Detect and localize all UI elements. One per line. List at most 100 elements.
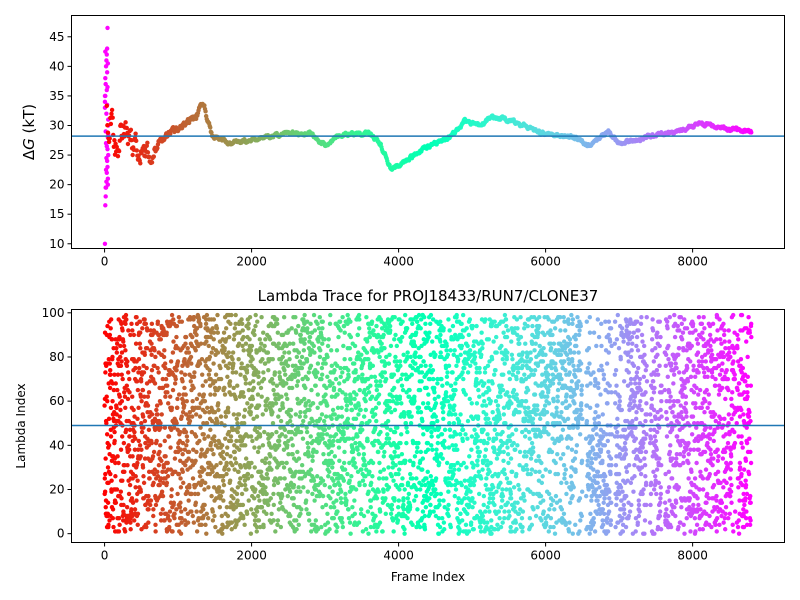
lambda-point [305, 326, 310, 331]
lambda-point [123, 405, 128, 410]
lambda-point [373, 513, 378, 519]
lambda-point [540, 474, 545, 479]
lambda-point [400, 476, 405, 481]
lambda-point [138, 454, 143, 459]
lambda-point [472, 478, 477, 483]
lambda-point [109, 478, 114, 483]
lambda-point [135, 460, 140, 466]
lambda-point [399, 451, 405, 457]
lambda-point [276, 341, 281, 346]
lambda-point [153, 529, 158, 534]
lambda-point [110, 516, 116, 521]
lambda-point [274, 317, 280, 322]
delta-g-x-tick-label: 2000 [236, 255, 267, 269]
lambda-point [535, 504, 540, 510]
lambda-point [331, 438, 336, 444]
lambda-point [389, 502, 395, 508]
lambda-point [205, 405, 210, 410]
lambda-point [381, 489, 386, 494]
lambda-point [477, 365, 482, 371]
lambda-point [235, 485, 241, 490]
lambda-point [127, 434, 133, 439]
lambda-point [513, 447, 518, 452]
lambda-point [386, 361, 392, 366]
lambda-point [506, 370, 512, 375]
lambda-point [459, 343, 465, 349]
lambda-point [107, 332, 113, 338]
lambda-point [469, 434, 475, 439]
delta-g-point [116, 148, 122, 154]
lambda-point [369, 394, 375, 399]
lambda-point [382, 370, 388, 375]
lambda-point [210, 509, 215, 514]
lambda-point [156, 463, 162, 468]
lambda-point [399, 401, 404, 406]
lambda-point [265, 502, 271, 508]
lambda-point [505, 350, 510, 355]
lambda-point [223, 414, 229, 419]
lambda-point [373, 405, 379, 410]
lambda-point [228, 438, 234, 444]
lambda-point [383, 511, 388, 516]
lambda-point [278, 500, 283, 505]
lambda-point [133, 485, 138, 490]
lambda-point [212, 392, 217, 397]
lambda-point [475, 434, 480, 439]
lambda-point [225, 365, 231, 371]
lambda-point [342, 356, 347, 362]
lambda-point [117, 334, 122, 340]
lambda-point [305, 330, 311, 335]
lambda-point [333, 376, 339, 382]
lambda-point [543, 352, 548, 357]
lambda-point [160, 493, 166, 499]
lambda-point [164, 330, 169, 335]
lambda-point [177, 504, 183, 510]
lambda-point [340, 370, 345, 375]
lambda-point [133, 341, 139, 346]
lambda-point [261, 370, 266, 375]
lambda-point [387, 323, 393, 329]
lambda-point [221, 482, 227, 488]
lambda-point [445, 381, 450, 386]
lambda-point [280, 405, 286, 410]
lambda-point [464, 465, 469, 470]
lambda-point [443, 390, 449, 395]
lambda-point [550, 381, 556, 386]
lambda-point [243, 381, 249, 386]
lambda-point [257, 498, 262, 503]
lambda-point [518, 334, 524, 340]
lambda-point [327, 469, 332, 475]
lambda-point [300, 436, 306, 441]
delta-g-point [138, 161, 143, 166]
lambda-point [415, 445, 420, 450]
lambda-point [402, 527, 407, 532]
lambda-point [225, 445, 230, 450]
lambda-point [414, 319, 420, 324]
lambda-point [110, 507, 116, 512]
lambda-point [140, 465, 146, 470]
lambda-point [512, 504, 517, 510]
lambda-point [121, 339, 126, 344]
lambda-point [243, 341, 249, 346]
lambda-point [323, 361, 328, 366]
lambda-point [195, 491, 201, 497]
lambda-point [467, 348, 473, 353]
lambda-point [143, 321, 149, 327]
lambda-point [445, 398, 451, 404]
lambda-point [422, 315, 427, 320]
lambda-point [206, 434, 211, 439]
lambda-point [442, 438, 447, 444]
lambda-point [103, 504, 108, 510]
lambda-point [477, 394, 482, 399]
delta-g-point [106, 139, 112, 145]
lambda-point [353, 440, 358, 446]
lambda-point [127, 427, 133, 433]
lambda-point [146, 390, 152, 395]
lambda-point [463, 392, 468, 397]
lambda-point [123, 312, 129, 318]
lambda-point [510, 356, 515, 362]
lambda-point [154, 438, 159, 444]
lambda-point [241, 348, 246, 353]
lambda-point [139, 429, 145, 435]
lambda-point [178, 500, 183, 505]
